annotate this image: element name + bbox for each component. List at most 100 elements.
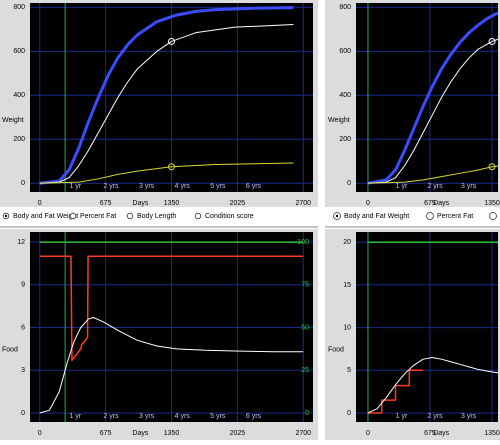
- x-axis-label: Days: [132, 430, 148, 437]
- plot-layer: 1 yr 2 yrs 3 yrs 4 yrs 5 yrs 6 yrs: [30, 232, 313, 422]
- y-tick-label: 600: [13, 48, 25, 55]
- x-tick-label: 2700: [295, 430, 311, 437]
- y-tick-label: 3: [21, 367, 25, 374]
- y-tick-label: 10: [343, 324, 351, 331]
- data-line: [39, 24, 294, 184]
- x-axis-label: Days: [433, 430, 449, 437]
- year-label: 4 yrs: [175, 413, 191, 420]
- year-label: 3 yrs: [139, 183, 155, 190]
- plot-layer: 1 yr 2 yrs 3 yrs 4 yrs 5 yrs 6 yrs: [30, 3, 313, 192]
- y-tick-label: 0: [347, 180, 351, 187]
- data-line: [367, 165, 498, 184]
- year-label: 2 yrs: [427, 413, 443, 420]
- point-marker: [168, 37, 175, 45]
- y-tick-label: 9: [21, 282, 25, 289]
- y-tick-label: 0: [21, 180, 25, 187]
- x-tick-label: 0: [38, 430, 42, 437]
- radio-label: Body and Fat Weight: [344, 213, 409, 220]
- x-tick-label: 2700: [295, 200, 311, 207]
- radio-label: Body and Fat Weight: [13, 213, 78, 220]
- radio-button[interactable]: [489, 212, 497, 220]
- y-tick-label: 5: [347, 367, 351, 374]
- year-label: 6 yrs: [246, 183, 262, 190]
- y-tick-label: 6: [21, 324, 25, 331]
- y-tick-label: 800: [13, 4, 25, 11]
- data-line: [367, 369, 424, 414]
- data-line: [39, 255, 304, 362]
- year-label: 2 yrs: [103, 413, 119, 420]
- point-marker: [488, 37, 496, 45]
- plot-area: [356, 232, 498, 422]
- x-tick-label: 2025: [230, 200, 246, 207]
- year-label: 1 yr: [70, 413, 82, 420]
- data-line: [367, 11, 498, 185]
- y-axis-label: Weight: [328, 117, 350, 124]
- year-label: 3 yrs: [139, 413, 155, 420]
- year-label: 1 yr: [396, 413, 408, 420]
- radio-label: Condition score: [205, 213, 254, 220]
- data-line: [367, 38, 498, 184]
- y2-tick-label: 75: [301, 282, 309, 289]
- radio-button[interactable]: [69, 212, 77, 220]
- plot-layer: 1 yr 2 yrs 3 yrs: [356, 232, 498, 422]
- y-tick-label: 200: [339, 136, 351, 143]
- year-label: 5 yrs: [210, 183, 226, 190]
- data-line: [39, 6, 294, 185]
- point-marker: [488, 163, 496, 171]
- year-label: 4 yrs: [175, 183, 191, 190]
- y-tick-label: 0: [21, 410, 25, 417]
- plot-layer: 1 yr 2 yrs 3 yrs: [356, 3, 498, 192]
- radio-label: Percent Fat: [437, 213, 473, 220]
- year-label: 6 yrs: [246, 413, 262, 420]
- x-tick-label: 1350: [164, 430, 180, 437]
- x-tick-label: 675: [424, 200, 436, 207]
- point-marker: [168, 163, 175, 171]
- x-tick-label: 675: [100, 200, 112, 207]
- radio-dot: [335, 214, 339, 218]
- x-tick-label: 1350: [484, 200, 500, 207]
- x-axis-label: Days: [433, 200, 449, 207]
- radio-label: Body Length: [137, 213, 176, 220]
- y-tick-label: 200: [13, 136, 25, 143]
- x-tick-label: 675: [424, 430, 436, 437]
- data-line: [367, 356, 498, 414]
- y-axis-label: Food: [328, 347, 344, 354]
- radio-button[interactable]: [194, 212, 202, 220]
- y2-tick-label: 100: [297, 239, 309, 246]
- y-tick-label: 400: [13, 92, 25, 99]
- radio-dot: [4, 214, 8, 218]
- x-axis-label: Days: [132, 200, 148, 207]
- y-tick-label: 12: [17, 239, 25, 246]
- radio-button[interactable]: [126, 212, 134, 220]
- y2-tick-label: 0: [305, 410, 309, 417]
- x-tick-label: 0: [38, 200, 42, 207]
- year-label: 3 yrs: [461, 413, 477, 420]
- radio-button[interactable]: [426, 212, 434, 220]
- year-label: 2 yrs: [103, 183, 119, 190]
- y2-tick-label: 25: [301, 367, 309, 374]
- y-tick-label: 400: [339, 92, 351, 99]
- y-axis-label: Food: [2, 347, 18, 354]
- year-label: 5 yrs: [210, 413, 226, 420]
- data-line: [39, 162, 294, 184]
- x-tick-label: 2025: [230, 430, 246, 437]
- x-tick-label: 0: [366, 430, 370, 437]
- radio-label: Percent Fat: [80, 213, 116, 220]
- y2-tick-label: 50: [301, 324, 309, 331]
- data-line: [39, 317, 304, 414]
- year-label: 1 yr: [70, 183, 82, 190]
- y-axis-label: Weight: [2, 117, 24, 124]
- year-label: 3 yrs: [461, 183, 477, 190]
- year-label: 2 yrs: [427, 183, 443, 190]
- x-tick-label: 0: [366, 200, 370, 207]
- y-tick-label: 600: [339, 48, 351, 55]
- y-tick-label: 800: [339, 4, 351, 11]
- x-tick-label: 675: [100, 430, 112, 437]
- y-tick-label: 0: [347, 410, 351, 417]
- y-tick-label: 15: [343, 282, 351, 289]
- year-label: 1 yr: [396, 183, 408, 190]
- x-tick-label: 1350: [164, 200, 180, 207]
- x-tick-label: 1350: [484, 430, 500, 437]
- y-tick-label: 20: [343, 239, 351, 246]
